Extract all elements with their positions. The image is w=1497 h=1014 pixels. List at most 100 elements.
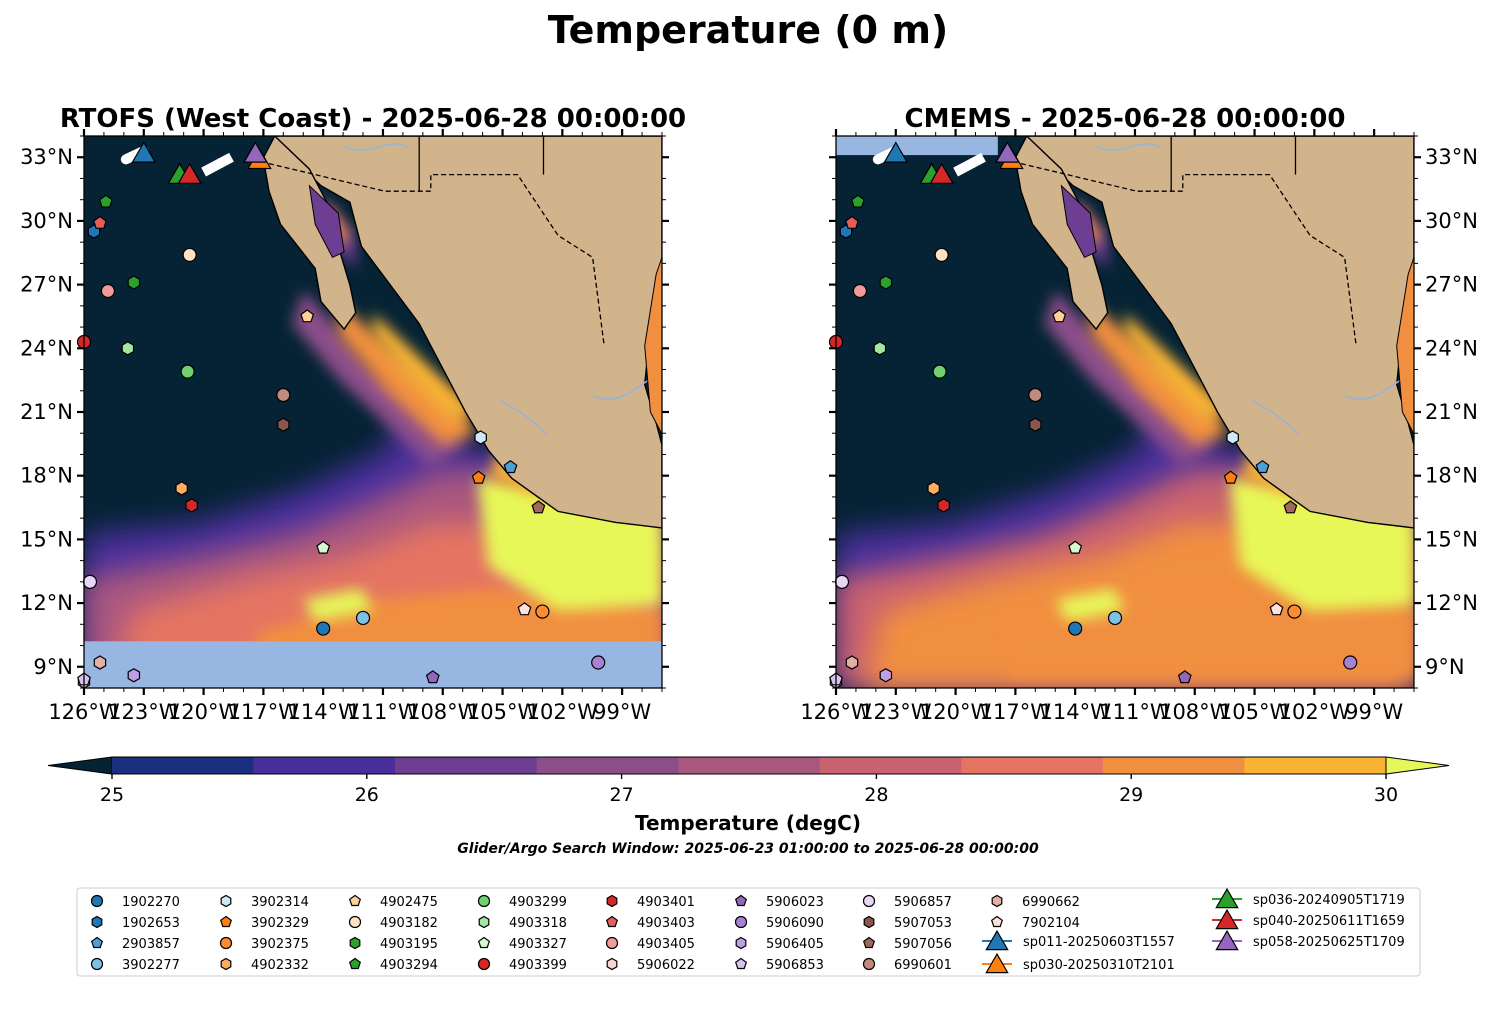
rivers bbox=[1095, 143, 1403, 435]
platform-marker-4903318 bbox=[873, 341, 887, 356]
platform-marker-7902104 bbox=[517, 602, 532, 616]
colorbar-tick-label: 26 bbox=[355, 784, 379, 806]
platform-marker-1902270 bbox=[1068, 621, 1083, 636]
platform-marker-5906405 bbox=[127, 668, 141, 683]
legend-marker-3902329 bbox=[219, 915, 233, 928]
platform-marker-4903401 bbox=[185, 498, 198, 513]
ocean-temperature-field bbox=[84, 136, 662, 688]
legend-marker-5906022 bbox=[606, 957, 618, 971]
colorbar-segment bbox=[395, 757, 538, 774]
lon-tick-label: 114°W bbox=[287, 700, 359, 724]
platform-marker-4903327 bbox=[1068, 540, 1083, 554]
legend-marker-5906405 bbox=[735, 936, 747, 950]
lat-tick-label: 30°N bbox=[1425, 209, 1478, 233]
platform-marker-4903299 bbox=[932, 364, 947, 379]
lon-tick-label: 105°W bbox=[467, 700, 539, 724]
glider-track bbox=[201, 152, 234, 177]
legend-marker-4903327 bbox=[477, 936, 491, 949]
lon-tick-label: 123°W bbox=[860, 700, 932, 724]
colorbar-segment bbox=[112, 757, 255, 774]
colorbar-tick-label: 25 bbox=[100, 784, 124, 806]
legend-label: 4903299 bbox=[509, 895, 567, 910]
lon-tick-label: 117°W bbox=[228, 700, 300, 724]
legend-marker-4903195 bbox=[349, 936, 361, 950]
platform-marker-4903403 bbox=[845, 215, 859, 229]
map-panel-cmems: CMEMS - 2025-06-28 00:00:00 126°W123°W120… bbox=[800, 104, 1478, 724]
lon-tick-label: 111°W bbox=[347, 700, 419, 724]
platform-marker-4902475 bbox=[300, 309, 315, 323]
legend-label: sp036-20240905T1719 bbox=[1253, 893, 1405, 908]
legend-marker-1902653 bbox=[91, 915, 103, 929]
platform-marker-5907056 bbox=[1283, 500, 1298, 514]
platform-marker-6990662 bbox=[93, 655, 107, 670]
platform-marker-4903401 bbox=[937, 498, 950, 513]
lon-tick-label: 102°W bbox=[1279, 700, 1351, 724]
platform-marker-4902332 bbox=[175, 481, 188, 496]
platform-marker-6990601 bbox=[276, 387, 291, 403]
rivers bbox=[343, 143, 651, 435]
platform-marker-3902329 bbox=[1223, 470, 1238, 484]
colorbar-tick-label: 30 bbox=[1374, 784, 1398, 806]
legend-marker-4903405 bbox=[605, 936, 619, 950]
legend-label: sp040-20250611T1659 bbox=[1253, 914, 1405, 929]
map-panel-rtofs: RTOFS (West Coast) - 2025-06-28 00:00:00… bbox=[20, 104, 686, 724]
platform-marker-4903299 bbox=[180, 364, 195, 379]
legend-label: 3902277 bbox=[122, 958, 180, 973]
legend-label: 3902329 bbox=[251, 916, 309, 931]
platform-marker-5907056 bbox=[531, 500, 546, 514]
lat-tick-label: 12°N bbox=[1425, 591, 1478, 615]
lat-tick-label: 12°N bbox=[20, 591, 73, 615]
legend-marker-4903403 bbox=[605, 915, 619, 928]
colorbar-extend-high bbox=[1385, 756, 1450, 775]
lon-tick-label: 99°W bbox=[593, 700, 651, 724]
platform-marker-6990601 bbox=[1028, 387, 1043, 403]
legend-marker-4903294 bbox=[348, 957, 362, 970]
panel-title: CMEMS - 2025-06-28 00:00:00 bbox=[905, 104, 1346, 134]
platform-marker-1902270 bbox=[316, 621, 331, 636]
lon-tick-label: 117°W bbox=[980, 700, 1052, 724]
legend-label: 6990662 bbox=[1022, 895, 1080, 910]
legend-label: 3902375 bbox=[251, 937, 309, 952]
legend-label: 4903195 bbox=[380, 937, 438, 952]
lat-tick-label: 24°N bbox=[1425, 336, 1478, 360]
colorbar-segment bbox=[1102, 757, 1245, 774]
platform-marker-4903294 bbox=[98, 194, 113, 208]
legend-marker-4903399 bbox=[477, 957, 491, 971]
legend-label: 5906405 bbox=[766, 937, 824, 952]
legend-label: 4903294 bbox=[380, 958, 438, 973]
platform-marker-4903327 bbox=[316, 540, 331, 554]
lon-tick-label: 126°W bbox=[800, 700, 872, 724]
legend-marker-5906023 bbox=[734, 894, 748, 907]
lon-tick-label: 99°W bbox=[1345, 700, 1403, 724]
platform-marker-2903857 bbox=[503, 459, 518, 474]
platform-marker-sp011-20250603T1557 bbox=[883, 141, 909, 163]
legend-marker-5906853 bbox=[734, 957, 748, 970]
legend-label: 6990601 bbox=[894, 958, 952, 973]
lat-tick-label: 27°N bbox=[1425, 273, 1478, 297]
legend-label: 5906022 bbox=[637, 958, 695, 973]
platform-marker-4903405 bbox=[852, 283, 868, 299]
platform-marker-4903403 bbox=[93, 215, 107, 229]
legend-marker-sp036-20240905T1719 bbox=[1215, 887, 1239, 909]
legend-label: 4903318 bbox=[509, 916, 567, 931]
platform-marker-5906090 bbox=[591, 655, 606, 670]
lon-tick-label: 108°W bbox=[407, 700, 479, 724]
platform-marker-4903195 bbox=[879, 275, 893, 290]
legend-marker-4903318 bbox=[478, 915, 490, 929]
platform-marker-4903318 bbox=[121, 341, 135, 356]
legend-marker-4903401 bbox=[606, 894, 618, 908]
platform-marker-3902375 bbox=[535, 604, 550, 619]
platform-marker-3902375 bbox=[1287, 604, 1302, 619]
legend-marker-sp011-20250603T1557 bbox=[985, 929, 1009, 951]
platform-marker-3902314 bbox=[474, 430, 487, 445]
gulf-of-california bbox=[1060, 184, 1097, 259]
legend-marker-4902332 bbox=[220, 957, 232, 971]
legend-label: sp058-20250625T1709 bbox=[1253, 935, 1405, 950]
legend-label: 5907056 bbox=[894, 937, 952, 952]
platform-marker-5906023 bbox=[425, 670, 440, 684]
platform-marker-3902277 bbox=[355, 610, 371, 626]
legend-marker-sp040-20250611T1659 bbox=[1215, 908, 1239, 930]
search-window-caption: Glider/Argo Search Window: 2025-06-23 01… bbox=[457, 841, 1039, 857]
legend-marker-sp058-20250625T1709 bbox=[1215, 929, 1239, 951]
legend-marker-1902270 bbox=[90, 894, 104, 908]
